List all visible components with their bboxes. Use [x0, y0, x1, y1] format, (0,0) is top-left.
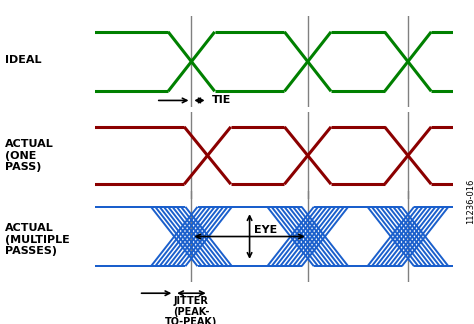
Text: 11236-016: 11236-016: [466, 178, 474, 224]
Text: EYE: EYE: [255, 225, 278, 235]
Text: TIE: TIE: [212, 96, 232, 105]
Text: JITTER
(PEAK-
TO-PEAK): JITTER (PEAK- TO-PEAK): [165, 296, 218, 324]
Text: ACTUAL
(ONE
PASS): ACTUAL (ONE PASS): [5, 139, 54, 172]
Text: ACTUAL
(MULTIPLE
PASSES): ACTUAL (MULTIPLE PASSES): [5, 223, 70, 256]
Text: IDEAL: IDEAL: [5, 55, 41, 65]
